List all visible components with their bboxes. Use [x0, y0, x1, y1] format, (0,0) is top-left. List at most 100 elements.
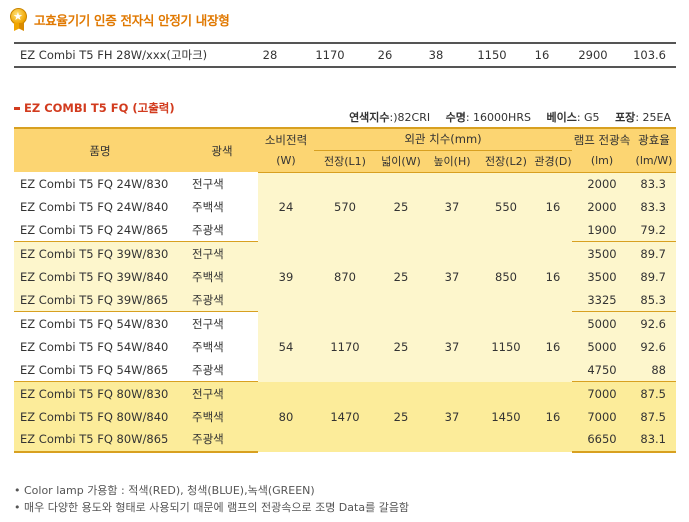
product-name: EZ Combi T5 FQ 54W/865: [14, 358, 186, 383]
lumen-cell: 2900: [578, 48, 608, 62]
product-name: EZ Combi T5 FQ 80W/840: [14, 404, 186, 429]
d-cell: 16: [534, 172, 572, 242]
product-spec-table: 품명 광색 소비전력 외관 치수(mm) 램프 전광속 광효율 (W) 전장(L…: [14, 127, 676, 453]
light-color: 주백색: [186, 195, 258, 219]
life-value: : 16000HRS: [465, 111, 531, 124]
lumen-cell: 5000: [572, 335, 632, 359]
header-w: 넓이(W): [376, 150, 426, 173]
table-row: EZ Combi T5 FQ 54W/865 주광색 4750 88: [14, 358, 676, 383]
medal-icon: ★: [8, 7, 30, 31]
efficacy-cell: 89.7: [632, 265, 676, 289]
lumen-cell: 3500: [572, 241, 632, 266]
product-name: EZ Combi T5 FQ 39W/830: [14, 241, 186, 266]
top-title: ★ 고효율기기 인증 전자식 안정기 내장형: [8, 6, 230, 32]
table-row: EZ Combi T5 FQ 39W/840 주백색 3500 89.7: [14, 265, 676, 289]
light-color: 주백색: [186, 265, 258, 289]
lumen-cell: 5000: [572, 311, 632, 336]
efficacy-cell: 92.6: [632, 311, 676, 336]
h-cell: 38: [428, 48, 444, 62]
spec-summary: 연색지수:)82CRI 수명: 16000HRS 베이스: G5 포장: 25E…: [349, 109, 671, 125]
header-lumen-unit: (lm): [572, 150, 632, 173]
efficacy-cell: 87.5: [632, 404, 676, 429]
cri-label: 연색지수: [349, 111, 390, 124]
w-cell: 25: [376, 311, 426, 382]
w-cell: 26: [377, 48, 393, 62]
l1-cell: 570: [314, 172, 376, 242]
table-row: EZ Combi T5 FQ 24W/865 주광색 1900 79.2: [14, 218, 676, 243]
header-color: 광색: [186, 127, 258, 172]
light-color: 주광색: [186, 218, 258, 243]
product-name: EZ Combi T5 FQ 80W/865: [14, 428, 186, 453]
lumen-cell: 3325: [572, 288, 632, 313]
base-value: : G5: [576, 111, 600, 124]
pack-label: 포장: [615, 111, 636, 124]
header-efficacy-unit: (lm/W): [632, 150, 676, 173]
header-lumen: 램프 전광속: [572, 127, 632, 150]
efficacy-cell: 85.3: [632, 288, 676, 313]
header-l1: 전장(L1): [314, 150, 376, 173]
efficacy-cell: 79.2: [632, 218, 676, 243]
light-color: 주백색: [186, 404, 258, 429]
efficacy-cell: 83.3: [632, 195, 676, 219]
l1-cell: 1170: [315, 48, 345, 62]
light-color: 전구색: [186, 241, 258, 266]
table-row: EZ Combi T5 FQ 39W/830 전구색 39 870 25 37 850 16 3…: [14, 241, 676, 312]
l1-cell: 1170: [314, 311, 376, 382]
lumen-cell: 7000: [572, 404, 632, 429]
table-row: EZ Combi T5 FQ 80W/830 전구색 80 1470 25 37 1450 1…: [14, 381, 676, 452]
table-row: EZ Combi T5 FQ 24W/840 주백색 2000 83.3: [14, 195, 676, 219]
top-product-table: EZ Combi T5 FH 28W/xxx(고마크) 28 1170 26 3…: [14, 42, 676, 68]
product-name: EZ Combi T5 FQ 24W/830: [14, 172, 186, 196]
l2-cell: 1150: [477, 48, 507, 62]
header-watt: 소비전력: [258, 127, 314, 150]
d-cell: 16: [534, 48, 550, 62]
header-watt-unit: (W): [258, 150, 314, 173]
product-name: EZ Combi T5 FQ 24W/840: [14, 195, 186, 219]
product-name: EZ Combi T5 FQ 54W/830: [14, 311, 186, 336]
light-color: 전구색: [186, 381, 258, 405]
l1-cell: 1470: [314, 381, 376, 452]
efficacy-cell: 88: [632, 358, 676, 383]
table-row: EZ Combi T5 FQ 80W/840 주백색 7000 87.5: [14, 404, 676, 429]
l2-cell: 850: [478, 241, 534, 312]
lumen-cell: 6650: [572, 428, 632, 453]
efficacy-cell: 89.7: [632, 241, 676, 266]
lumen-cell: 3500: [572, 265, 632, 289]
life-label: 수명: [445, 111, 466, 124]
light-color: 주백색: [186, 335, 258, 359]
product-name: EZ Combi T5 FQ 39W/865: [14, 288, 186, 313]
header-dims: 외관 치수(mm): [314, 127, 572, 151]
lumen-cell: 1900: [572, 218, 632, 243]
section-heading: EZ COMBI T5 FQ (고출력): [14, 100, 175, 116]
product-name: EZ Combi T5 FH 28W/xxx(고마크): [20, 48, 208, 62]
efficacy-cell: 83.1: [632, 428, 676, 453]
d-cell: 16: [534, 311, 572, 382]
row-group: EZ Combi T5 FQ 80W/830 전구색 80 1470 25 37 1450 1…: [14, 381, 676, 453]
light-color: 주광색: [186, 288, 258, 313]
row-group: EZ Combi T5 FQ 24W/830 전구색 24 570 25 37 550 16 2…: [14, 172, 676, 243]
w-cell: 25: [376, 172, 426, 242]
table-row: EZ Combi T5 FQ 39W/865 주광색 3325 85.3: [14, 288, 676, 313]
base-label: 베이스: [546, 111, 577, 124]
bullet-bar-icon: [14, 106, 20, 110]
lumen-cell: 4750: [572, 358, 632, 383]
watt-cell: 80: [258, 381, 314, 452]
table-row: EZ Combi T5 FQ 54W/840 주백색 5000 92.6: [14, 335, 676, 359]
w-cell: 25: [376, 381, 426, 452]
top-title-text: 고효율기기 인증 전자식 안정기 내장형: [34, 12, 230, 28]
h-cell: 37: [426, 241, 478, 312]
header-h: 높이(H): [426, 150, 478, 173]
table-row: EZ Combi T5 FQ 54W/830 전구색 54 1170 25 37 1150 1…: [14, 311, 676, 382]
product-name: EZ Combi T5 FQ 24W/865: [14, 218, 186, 243]
d-cell: 16: [534, 241, 572, 312]
efficacy-cell: 103.6: [633, 48, 666, 62]
light-color: 전구색: [186, 172, 258, 196]
l1-cell: 870: [314, 241, 376, 312]
light-color: 전구색: [186, 311, 258, 336]
product-name: EZ Combi T5 FQ 39W/840: [14, 265, 186, 289]
l2-cell: 1450: [478, 381, 534, 452]
note-lumen-data: • 매우 다양한 용도와 형태로 사용되기 때문에 램프의 전광속으로 조명 D…: [14, 501, 410, 514]
pack-value: : 25EA: [635, 111, 671, 124]
notes: • Color lamp 가용함 : 적색(RED), 청색(BLUE),녹색(…: [14, 482, 409, 516]
efficacy-cell: 83.3: [632, 172, 676, 196]
